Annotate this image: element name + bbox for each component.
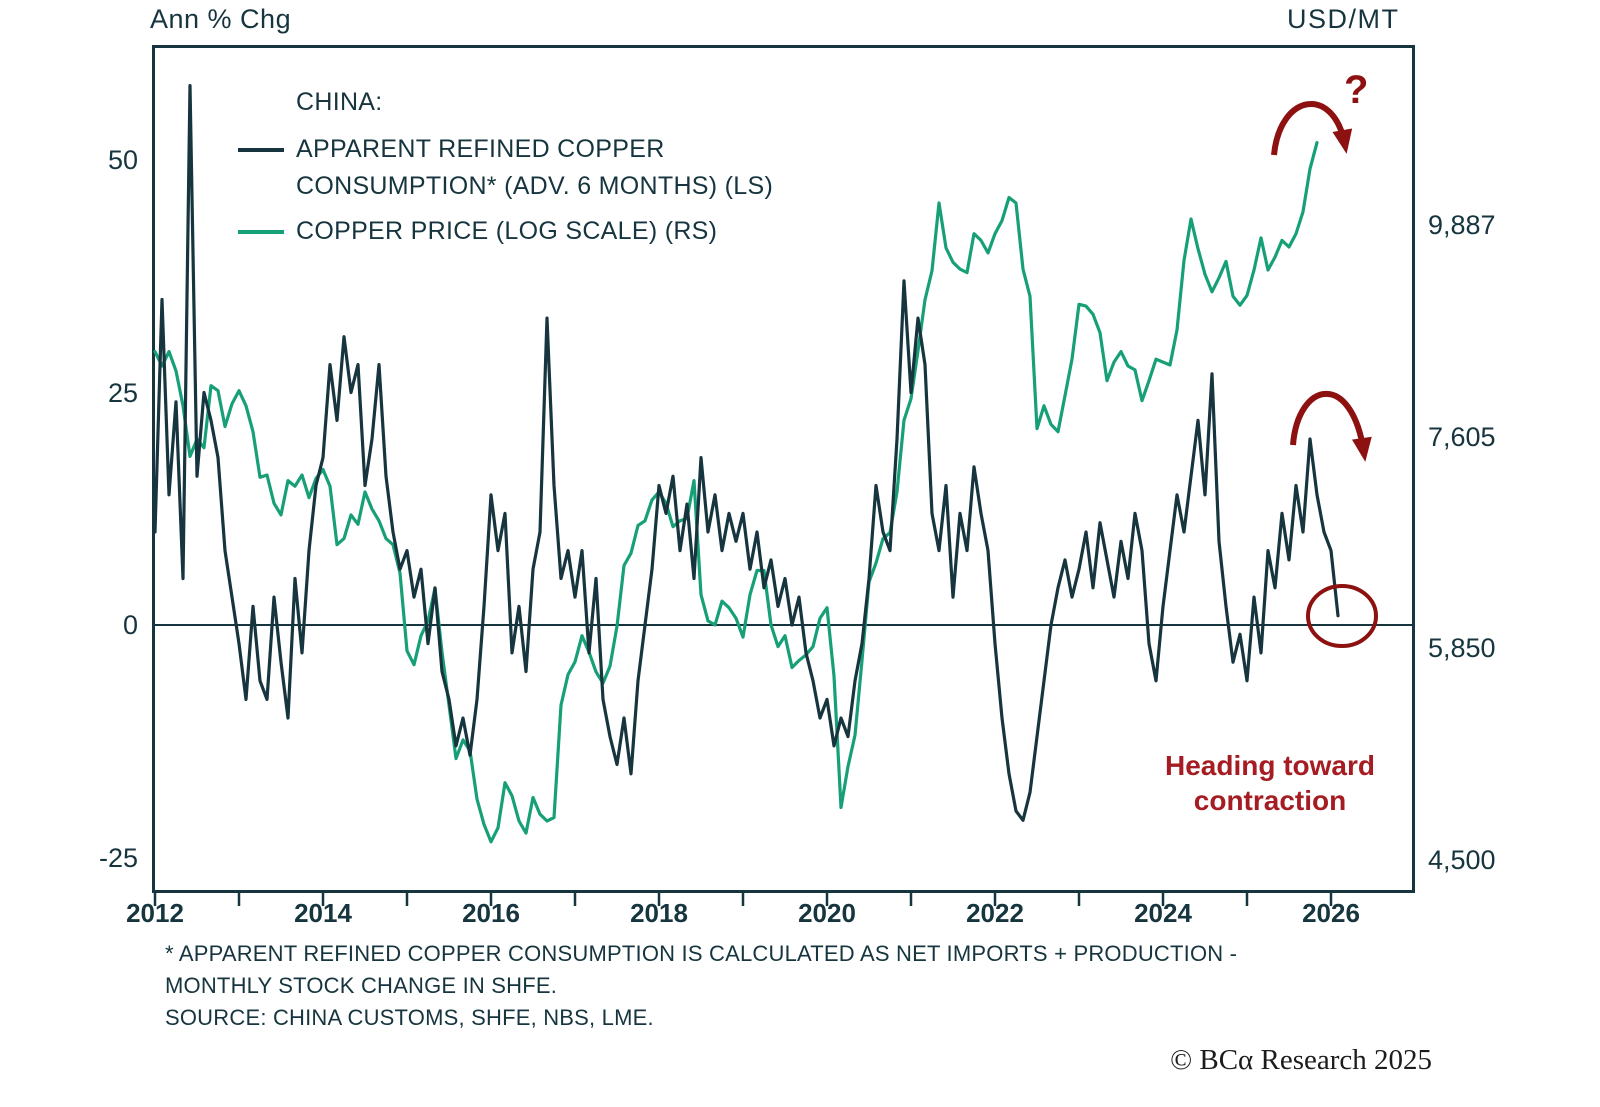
y-axis-left-tick-label: 50 <box>107 145 138 175</box>
x-axis-tick-label: 2014 <box>294 898 352 928</box>
price-line-swatch-icon <box>238 229 284 234</box>
legend-item-price: COPPER PRICE (LOG SCALE) (RS) <box>238 213 773 251</box>
chart-plot <box>152 45 1415 906</box>
left-axis-title: Ann % Chg <box>150 4 292 34</box>
contraction-annotation: Heading toward contraction <box>1070 748 1470 818</box>
plot-frame <box>152 45 1415 893</box>
y-axis-right-tick-label: 5,850 <box>1428 633 1496 663</box>
x-axis-ticks <box>153 893 1333 906</box>
consumption-line-swatch-icon <box>238 147 284 152</box>
copyright: © BCα Research 2025 <box>1170 1044 1432 1076</box>
copper-consumption-line-series <box>153 83 1340 822</box>
footnote-line: * APPARENT REFINED COPPER CONSUMPTION IS… <box>165 941 1238 966</box>
contraction-annotation-line1: Heading toward <box>1164 750 1375 781</box>
footnote-line: SOURCE: CHINA CUSTOMS, SHFE, NBS, LME. <box>165 1004 654 1030</box>
legend-title: CHINA: <box>296 88 383 116</box>
legend-label-price: COPPER PRICE (LOG SCALE) (RS) <box>296 216 718 245</box>
y-axis-left-tick-label: 25 <box>107 377 138 408</box>
x-axis-tick-label: 2018 <box>630 898 688 928</box>
y-axis-left-tick-label: 0 <box>122 610 138 640</box>
y-axis-left-tick-label: -25 <box>98 842 138 873</box>
x-axis-tick-label: 2012 <box>126 898 184 928</box>
footnote: * APPARENT REFINED COPPER CONSUMPTION IS… <box>165 938 1237 1034</box>
question-mark-annotation: ? <box>1344 68 1369 112</box>
contraction-annotation-line2: contraction <box>1193 785 1347 816</box>
y-axis-right-tick-label: 7,605 <box>1428 421 1496 452</box>
curved-down-arrow-top-icon <box>1271 101 1353 156</box>
x-axis-tick-label: 2026 <box>1302 898 1360 928</box>
legend: CHINA: APPARENT REFINED COPPER CONSUMPTI… <box>238 84 773 257</box>
x-axis-tick-label: 2024 <box>1134 898 1192 928</box>
right-axis-title: USD/MT <box>1287 4 1400 34</box>
y-axis-right-tick-label: 9,887 <box>1428 209 1496 240</box>
legend-label-consumption: APPARENT REFINED COPPER CONSUMPTION* (AD… <box>296 134 774 201</box>
x-axis-tick-label: 2016 <box>462 898 520 928</box>
x-axis-tick-label: 2020 <box>798 898 856 928</box>
endpoint-highlight-circle-icon <box>1306 584 1378 648</box>
copper-price-line-series <box>153 140 1319 844</box>
footnote-line: MONTHLY STOCK CHANGE IN SHFE. <box>165 972 558 998</box>
legend-item-consumption: APPARENT REFINED COPPER CONSUMPTION* (AD… <box>238 131 773 206</box>
y-axis-right-tick-label: 4,500 <box>1428 844 1496 875</box>
curved-down-arrow-mid-icon <box>1290 391 1372 462</box>
x-axis-tick-label: 2022 <box>966 898 1024 928</box>
